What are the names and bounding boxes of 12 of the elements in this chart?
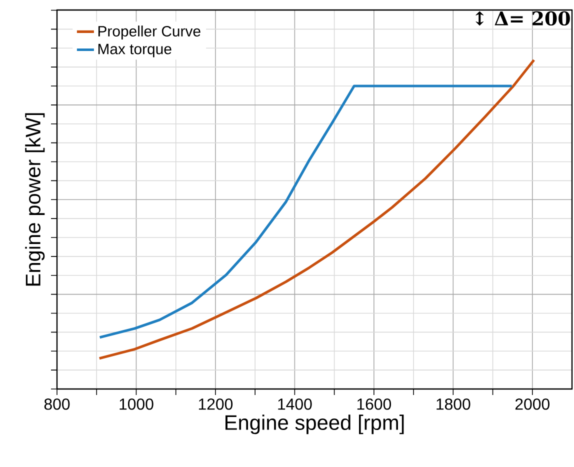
text: ↕ Δ= 200 [476, 11, 570, 26]
x-tick-label: 1400 [278, 398, 312, 410]
y-axis-title: Engine power [kW] [25, 113, 45, 286]
legend-label: Propeller Curve [98, 26, 200, 40]
x-tick-label: 1800 [436, 398, 470, 410]
x-axis-title: Engine speed [rpm] [226, 414, 404, 434]
x-tick-label: 1200 [198, 398, 233, 410]
x-tick-label: 1000 [120, 398, 154, 410]
legend-label: Max torque [98, 44, 172, 58]
x-tick-label: 1600 [357, 398, 392, 410]
x-tick-label: 800 [44, 398, 70, 410]
x-tick-label: 2000 [515, 398, 550, 410]
